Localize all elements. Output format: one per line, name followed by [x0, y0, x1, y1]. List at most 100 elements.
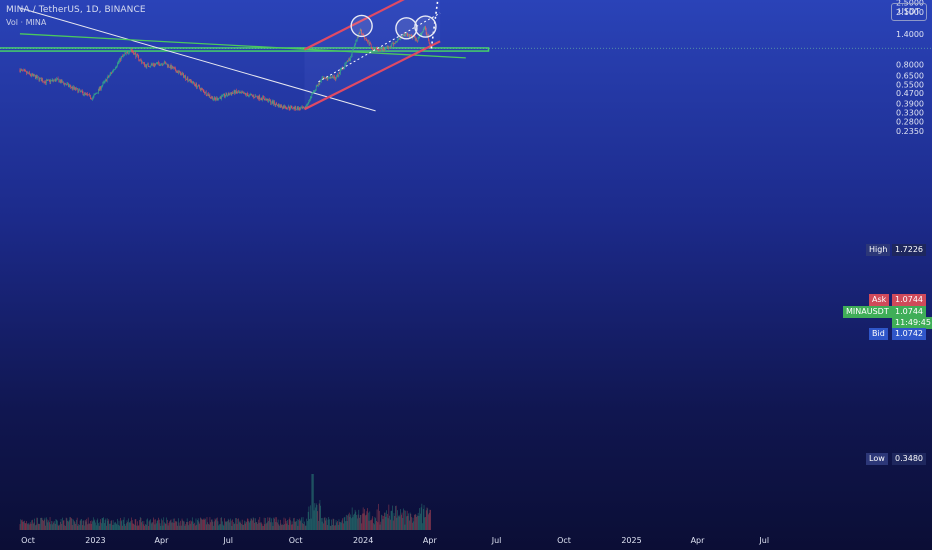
- volume-bar: [86, 518, 88, 530]
- candle-body: [397, 39, 398, 43]
- candle-body: [280, 105, 282, 108]
- volume-bar: [420, 507, 422, 530]
- volume-bar: [282, 524, 284, 530]
- candle-body: [368, 41, 370, 45]
- candle-body: [249, 94, 251, 96]
- volume-bar: [77, 525, 79, 530]
- volume-bar: [114, 522, 115, 530]
- candle-body: [224, 95, 226, 97]
- volume-bar: [52, 521, 54, 530]
- candle-body: [306, 105, 307, 107]
- candle-body: [394, 43, 395, 44]
- candle-body: [337, 75, 338, 77]
- candle-body: [76, 88, 77, 90]
- green-trendline: [19, 33, 466, 59]
- volume-bar: [217, 521, 219, 530]
- candle-body: [301, 107, 302, 109]
- volume-bar: [139, 519, 140, 530]
- volume-bar: [349, 516, 351, 530]
- volume-bar: [96, 520, 98, 530]
- volume-bar: [104, 520, 106, 530]
- candle-body: [87, 93, 88, 95]
- volume-bar: [141, 522, 143, 530]
- volume-bar: [268, 517, 270, 530]
- volume-bar: [382, 519, 384, 530]
- volume-bar: [222, 521, 223, 530]
- volume-bar: [271, 518, 272, 530]
- candle-body: [165, 62, 167, 65]
- x-tick-label: 2025: [621, 536, 641, 545]
- volume-bar: [327, 519, 329, 530]
- volume-bar: [241, 523, 242, 530]
- volume-bar: [383, 516, 385, 530]
- candle-body: [387, 46, 389, 48]
- volume-bar: [304, 521, 305, 530]
- candle-body: [112, 70, 114, 72]
- volume-bar: [127, 522, 129, 530]
- volume-bar: [131, 517, 132, 530]
- candle-body: [200, 88, 202, 91]
- volume-bar: [388, 504, 390, 530]
- candle-body: [240, 92, 241, 93]
- volume-bar: [180, 525, 182, 530]
- volume-bar: [35, 525, 36, 530]
- candle-body: [90, 98, 92, 99]
- candle-body: [181, 73, 183, 75]
- volume-bar: [345, 514, 347, 530]
- volume-bar: [76, 517, 78, 530]
- candle-body: [350, 56, 351, 60]
- volume-bar: [414, 513, 416, 530]
- volume-bar: [55, 519, 57, 530]
- candle-body: [145, 65, 146, 67]
- volume-bar: [121, 519, 123, 530]
- candle-body: [121, 56, 123, 58]
- candle-body: [263, 97, 265, 100]
- volume-bar: [415, 514, 417, 530]
- volume-bar: [290, 524, 292, 530]
- volume-bar: [175, 521, 177, 530]
- candle-body: [332, 76, 334, 78]
- volume-bar: [197, 520, 198, 530]
- volume-bar: [164, 523, 166, 530]
- volume-bar: [74, 522, 76, 530]
- candle-body: [216, 97, 217, 100]
- volume-bar: [154, 524, 156, 530]
- volume-bar: [222, 524, 224, 530]
- candle-body: [65, 83, 66, 85]
- volume-bar: [210, 522, 211, 530]
- candle-body: [136, 54, 137, 58]
- volume-bar: [191, 517, 193, 530]
- candle-body: [65, 84, 67, 86]
- candle-body: [84, 92, 86, 94]
- volume-bar: [386, 510, 387, 530]
- volume-bar: [357, 514, 359, 530]
- candle-body: [191, 80, 192, 83]
- volume-bar: [157, 519, 159, 530]
- bid-value: 1.0742: [892, 328, 926, 340]
- volume-bar: [191, 521, 192, 530]
- volume-bar: [114, 521, 116, 530]
- volume-bar: [150, 519, 151, 530]
- candle-body: [180, 71, 181, 76]
- candle-body: [370, 43, 371, 45]
- volume-bar: [109, 523, 111, 530]
- candle-body: [43, 81, 44, 83]
- candle-body: [385, 48, 387, 49]
- volume-bar: [98, 523, 99, 530]
- candle-body: [408, 34, 409, 36]
- volume-bar: [375, 518, 376, 530]
- candle-body: [369, 43, 371, 45]
- volume-bar: [147, 518, 148, 530]
- volume-bar: [332, 518, 334, 530]
- candle-body: [265, 98, 266, 101]
- volume-bar: [54, 521, 55, 530]
- volume-bar: [178, 518, 179, 530]
- candle-body: [141, 60, 142, 63]
- currency-button[interactable]: USDT: [891, 3, 927, 21]
- volume-bar: [177, 525, 178, 530]
- candle-body: [230, 93, 231, 95]
- candle-body: [99, 86, 101, 90]
- candle-body: [79, 89, 81, 92]
